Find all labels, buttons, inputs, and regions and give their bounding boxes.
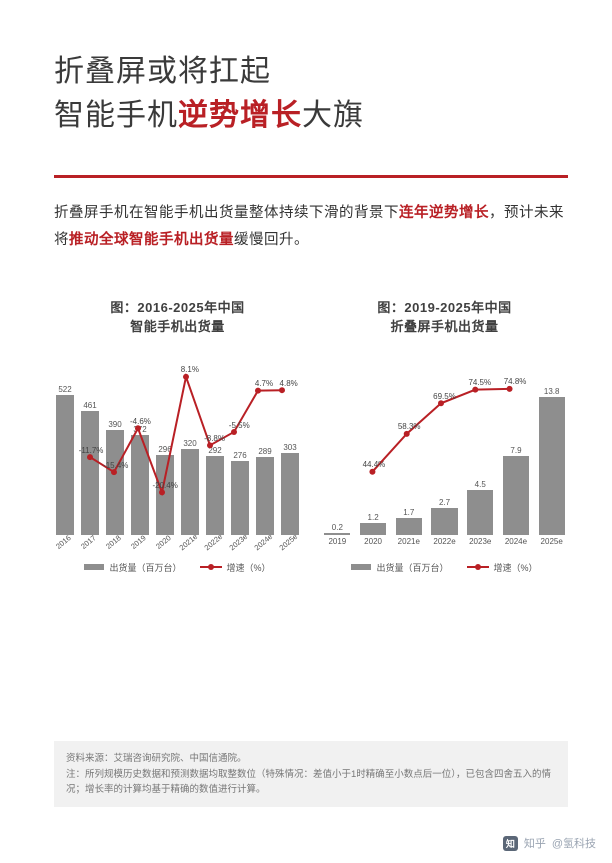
bar [396, 518, 422, 535]
bar-value-label: 2.7 [439, 498, 450, 507]
bar-value-label: 320 [183, 439, 196, 448]
bar [360, 523, 386, 535]
bar [206, 456, 224, 534]
x-axis-label: 2019 [321, 537, 354, 551]
growth-pct-label: -4.6% [130, 417, 151, 426]
lede-em-2: 推动全球智能手机出货量 [69, 232, 234, 248]
bar [81, 411, 99, 534]
x-axis-label: 2021e [177, 531, 203, 556]
footer-source: 资料来源：艾瑞咨询研究院、中国信通院。 [66, 751, 556, 766]
legend-bar: 出货量（百万台） [84, 561, 181, 574]
watermark-author: @氢科技 [552, 835, 596, 851]
bar-value-label: 296 [158, 445, 171, 454]
x-axis-label: 2025e [277, 531, 303, 556]
bar [324, 533, 350, 535]
growth-pct-label: 4.7% [255, 379, 273, 388]
x-axis-label: 2018 [102, 531, 128, 556]
bar-value-label: 461 [83, 401, 96, 410]
x-axis-label: 2025e [535, 537, 568, 551]
chart1-title: 图：2016-2025年中国 智能手机出货量 [54, 298, 301, 337]
growth-pct-label: -8.8% [204, 434, 225, 443]
bar [181, 449, 199, 535]
bar [539, 397, 565, 535]
bar [256, 457, 274, 534]
x-axis-label: 2024e [252, 531, 278, 556]
lede-em-1: 连年逆势增长 [399, 205, 489, 221]
legend-line: 增速（%） [200, 561, 271, 574]
bar [231, 461, 249, 535]
growth-pct-label: -11.7% [79, 446, 104, 455]
growth-pct-label: -20.4% [152, 481, 177, 490]
zhihu-logo-icon: 知 [503, 836, 518, 851]
growth-pct-label: 8.1% [181, 366, 199, 375]
accent-divider [54, 175, 568, 178]
bar-value-label: 276 [233, 451, 246, 460]
bar-value-label: 522 [58, 385, 71, 394]
bar [156, 455, 174, 534]
page-title: 折叠屏或将扛起 智能手机逆势增长大旗 [54, 50, 568, 137]
title-emphasis: 逆势增长 [178, 99, 302, 132]
title-line-1: 折叠屏或将扛起 [54, 50, 568, 94]
x-axis-label: 2023e [464, 537, 497, 551]
bar-value-label: 1.2 [368, 513, 379, 522]
bar [503, 456, 529, 535]
bar-value-label: 13.8 [544, 387, 560, 396]
bar-value-label: 303 [283, 443, 296, 452]
growth-pct-label: 44.4% [363, 461, 386, 470]
bar-value-label: 7.9 [510, 446, 521, 455]
x-axis-label: 2024e [500, 537, 533, 551]
x-axis-label: 2016 [52, 531, 78, 556]
x-axis-label: 2017 [77, 531, 103, 556]
bar-value-label: 0.2 [332, 523, 343, 532]
growth-pct-label: 58.3% [398, 423, 421, 432]
x-axis-label: 2023e [227, 531, 253, 556]
bar-value-label: 372 [133, 425, 146, 434]
bar [431, 508, 457, 535]
bar [281, 453, 299, 534]
charts-row: 图：2016-2025年中国 智能手机出货量 522 461 390 372 296 32… [54, 298, 568, 574]
legend-bar: 出货量（百万台） [351, 561, 448, 574]
bar-value-label: 289 [258, 447, 271, 456]
title-line-2: 智能手机逆势增长大旗 [54, 94, 568, 138]
bar-value-label: 1.7 [403, 508, 414, 517]
growth-pct-label: 74.8% [504, 378, 527, 387]
lede-paragraph: 折叠屏手机在智能手机出货量整体持续下滑的背景下连年逆势增长，预计未来将推动全球智… [54, 200, 568, 254]
bar [106, 430, 124, 534]
growth-pct-label: -5.5% [229, 421, 250, 430]
growth-pct-label: 4.8% [280, 379, 298, 388]
bar [131, 435, 149, 535]
growth-pct-label: 74.5% [468, 378, 491, 387]
growth-pct-label: 69.5% [433, 392, 456, 401]
footer-notes: 资料来源：艾瑞咨询研究院、中国信通院。 注：所列规模历史数据和预测数据均取整数位… [54, 741, 568, 807]
x-axis-label: 2019 [127, 531, 153, 556]
legend-line: 增速（%） [467, 561, 538, 574]
x-axis-label: 2022e [428, 537, 461, 551]
bar-value-label: 292 [208, 446, 221, 455]
x-axis-label: 2022e [202, 531, 228, 556]
watermark-site: 知乎 [524, 835, 546, 851]
bar-value-label: 390 [108, 420, 121, 429]
watermark: 知 知乎 @氢科技 [503, 835, 596, 851]
chart2-title: 图：2019-2025年中国 折叠屏手机出货量 [321, 298, 568, 337]
growth-pct-label: -15.4% [103, 461, 128, 470]
x-axis-label: 2020 [152, 531, 178, 556]
chart1-legend: 出货量（百万台） 增速（%） [54, 561, 301, 574]
footer-note-text: 注：所列规模历史数据和预测数据均取整数位（特殊情况：差值小于1时精确至小数点后一… [66, 767, 556, 797]
chart-foldable-shipments: 图：2019-2025年中国 折叠屏手机出货量 0.2 1.2 1.7 2.7 4.5 7… [321, 298, 568, 574]
x-axis-label: 2020 [357, 537, 390, 551]
chart2-legend: 出货量（百万台） 增速（%） [321, 561, 568, 574]
bar [56, 395, 74, 535]
bar-value-label: 4.5 [475, 480, 486, 489]
x-axis-label: 2021e [392, 537, 425, 551]
bar [467, 490, 493, 535]
chart-smartphone-shipments: 图：2016-2025年中国 智能手机出货量 522 461 390 372 296 32… [54, 298, 301, 574]
